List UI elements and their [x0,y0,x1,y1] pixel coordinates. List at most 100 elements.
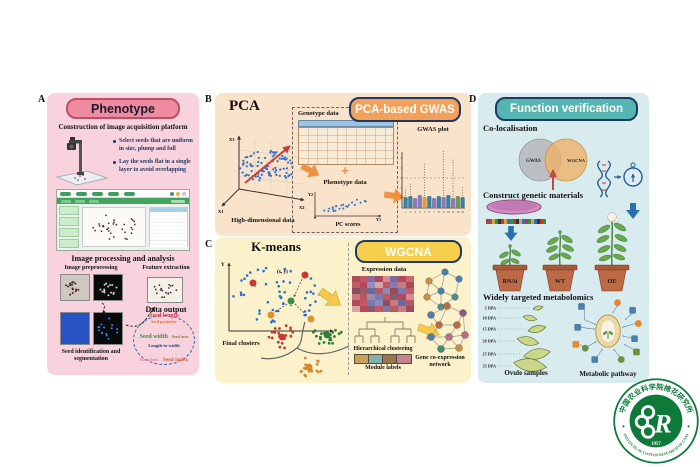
trait-row: Roundness Seed index [140,348,188,366]
stat-card [59,239,79,248]
wt-pot-label: WT [555,279,565,285]
preprocessing-label: Image preprocessing [64,265,118,271]
rnai-pot-label: RNAi [503,279,518,285]
panel-label-c: C [205,239,213,250]
svg-text:20 DPA: 20 DPA [482,339,496,344]
module-labels-bar [354,354,412,364]
colocalisation-heading: Co-localisation [483,123,538,133]
axis-x1-label: X1 [218,209,224,214]
panel-function-verification: Function verification Co-localisation GW… [478,93,649,383]
panel-phenotype: Phenotype Construction of image acquisit… [47,93,199,375]
gwas-flow-arrow-icon [383,188,405,204]
final-clusters-label: Final clusters [222,340,260,347]
window-controls [170,191,186,196]
expression-heatmap [352,276,414,312]
logo-band-dot-icon [687,425,690,428]
panel-label-d: D [469,94,477,105]
svg-text:10: 10 [447,210,451,214]
trait-roundness: Roundness [140,357,159,363]
svg-text:5: 5 [424,210,426,214]
logo-year: 1957 [651,442,661,447]
bullet-2-text: Lay the seeds flat in a single layer to … [119,159,191,173]
svg-text:10 DPA: 10 DPA [482,316,496,321]
chromosome-tick-labels: 1 2 3 4 5 6 7 8 9 10 11 12 13 [405,210,465,214]
pc-scores-label: PC scores [335,222,361,228]
software-sidebar [59,206,79,250]
logo-r-monogram: R [653,408,672,438]
institute-logo: 中国农业科学院棉花研究所 INSTITUTE OF COTTON RESEARC… [613,378,699,464]
bullet-dot-icon [113,140,116,143]
toolbar-chip [61,199,71,203]
function-verification-pill: Function verification [495,97,638,121]
window-dot-icon [182,191,186,196]
point-coordinates-label: (x, y) [277,270,288,275]
dna-sequence-strip [486,219,546,224]
data-output-heading: Data output [145,305,187,314]
toolbar-button [108,191,119,196]
svg-text:5 DPA: 5 DPA [485,306,496,311]
dpa-labels: 5 DPA 10 DPA 15 DPA 20 DPA 25 DPA 35 DPA [482,306,496,369]
centroid-red [300,270,310,280]
svg-text:13: 13 [461,210,465,214]
rnai-plant: RNAi [492,244,528,292]
metabolic-pathway-label: Metabolic pathway [579,370,637,378]
pc-scores-scatter: Y2 Y1 [308,192,382,222]
kmeans-scatter-plot: (x, y) Y X [221,262,334,343]
bullet-1-text: Select seeds that are uniform in size, p… [119,138,193,152]
platform-heading: Construction of image acquisition platfo… [58,123,188,131]
cluster-center-green [323,331,331,339]
cluster-center-red [278,333,286,341]
axis-x-label: X [329,338,333,343]
coexpression-network-small [423,268,463,311]
kmeans-to-wgcna-arrow-icon [318,287,341,306]
stat-card [59,228,79,237]
software-data-table [149,207,188,248]
trait-seed-perimeter: Seed perimeter [151,319,177,325]
pca-flow-arrow-icon [300,163,320,178]
hierarchical-dendrogram [354,317,416,343]
table-rows [150,212,187,248]
high-dimensional-scatter-3d: X3 X1 X2 [218,135,305,214]
feature-extraction-thumbnail [147,277,183,303]
logo-clover-icon [634,405,656,439]
gwas-wgcna-venn-diagram: GWAS WGCNA [518,138,588,190]
camera-stand-illustration [55,137,109,186]
chromosome-bars [403,195,465,208]
processing-heading: Image processing and analysis [71,254,175,263]
genotype-table-body [298,127,394,165]
svg-text:4: 4 [419,210,421,214]
ovule-samples-illustration: 5 DPA 10 DPA 15 DPA 20 DPA 25 DPA 35 DPA [482,306,551,372]
metabolomics-heading: Widely targeted metabolomics [483,292,594,302]
segmented-seeds-thumbnail [93,312,123,345]
venn-wgcna-label: WGCNA [567,158,586,163]
raw-seed-photo-thumbnail [60,274,90,301]
panel-kmeans-wgcna: K-means (x, y) Y X Final clusters [215,237,471,383]
expression-data-label: Expression data [361,266,407,273]
cluster-center-orange [305,363,313,371]
feature-extraction-label: Feature extraction [142,265,190,271]
software-titlebar [57,190,189,198]
dna-helix-icon [597,160,611,198]
genotype-table-header [298,120,394,127]
gwas-plot-label: GWAS plot [417,126,449,133]
platform-bullets: Select seeds that are uniform in size, p… [113,138,195,180]
blue-mask-thumbnail [60,312,90,345]
axis-x2-label: X2 [299,205,305,210]
trait-seed-index: Seed index [162,357,188,364]
svg-text:25 DPA: 25 DPA [482,352,496,357]
vector-to-oe-arrow-icon [626,203,640,219]
window-dot-icon [170,191,174,196]
panel-divider [348,243,349,375]
segmentation-label: Seed identification and segmentation [61,349,121,362]
phenotype-title-pill: Phenotype [66,98,180,119]
bullet-dot-icon [113,161,116,164]
trait-seed-area: Seed area [171,333,189,339]
snp-spikes [405,150,463,197]
panel-label-b: B [205,94,212,105]
pca-based-gwas-pill: PCA-based GWAS [349,97,461,122]
svg-text:35 DPA: 35 DPA [482,364,496,369]
manhattan-plot: 1 2 3 4 5 6 7 8 9 10 11 12 13 [400,150,465,214]
logo-band-dot-icon [622,425,625,428]
metabolic-pathway-illustration [572,299,642,363]
coexpression-network-large [427,302,469,353]
